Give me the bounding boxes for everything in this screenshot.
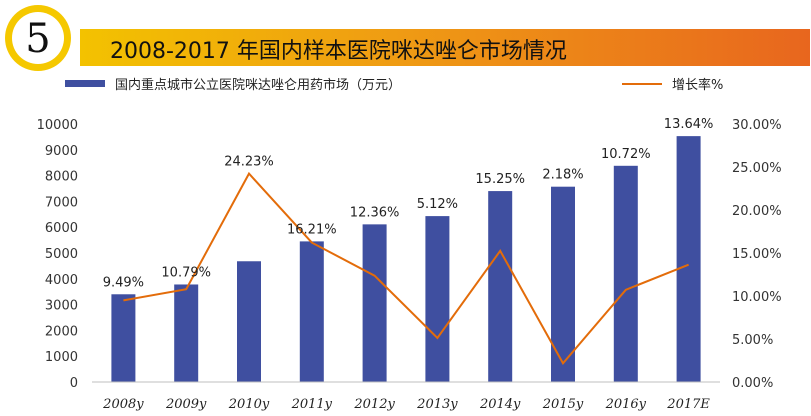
data-label: 10.79%: [161, 265, 211, 280]
growth-line: [123, 171, 689, 365]
left-tick-label: 9000: [45, 144, 78, 159]
left-tick-label: 2000: [45, 324, 78, 339]
bar: [111, 294, 136, 382]
badge-number: 5: [25, 16, 50, 62]
right-tick-label: 15.00%: [732, 247, 782, 262]
bar: [488, 191, 513, 382]
left-tick-label: 0: [70, 376, 78, 391]
category-label: 2008y: [102, 397, 144, 412]
legend-bar-swatch: [65, 80, 105, 87]
right-tick-label: 0.00%: [732, 376, 773, 391]
category-label: 2017E: [666, 397, 710, 412]
category-label: 2013y: [416, 397, 458, 412]
right-tick-label: 25.00%: [732, 161, 782, 176]
data-label: 24.23%: [224, 155, 274, 170]
category-label: 2014y: [479, 397, 521, 412]
x-axis: 2008y 2009y 2010y 2011y 2012y 2013y 2014y 2015y…: [92, 381, 720, 412]
chart-area: 国内重点城市公立医院咪达唑仑用药市场（万元） 增长率% 9.49% 10.79% 2…: [37, 77, 782, 412]
left-axis: 0 1000 2000 3000 4000 5000 6000 7000 8000 9000 100…: [37, 118, 78, 391]
right-tick-label: 30.00%: [732, 118, 782, 133]
right-tick-label: 5.00%: [732, 333, 773, 348]
bar: [676, 136, 701, 382]
category-label: 2015y: [542, 397, 584, 412]
bar: [174, 284, 199, 382]
category-label: 2009y: [165, 397, 207, 412]
right-axis: 0.00% 5.00% 10.00% 15.00% 20.00% 25.00% 30.00%: [732, 118, 782, 391]
left-tick-label: 1000: [45, 350, 78, 365]
badge-inner-circle: [12, 12, 64, 64]
data-label: 10.72%: [601, 147, 651, 162]
data-label: 12.36%: [350, 205, 400, 220]
left-tick-label: 7000: [45, 195, 78, 210]
category-label: 2010y: [228, 397, 270, 412]
right-tick-label: 10.00%: [732, 290, 782, 305]
right-tick-label: 20.00%: [732, 204, 782, 219]
data-label: 2.18%: [542, 168, 583, 183]
left-tick-label: 10000: [37, 118, 78, 133]
bar-series: [111, 136, 701, 382]
left-tick-label: 3000: [45, 299, 78, 314]
left-tick-label: 8000: [45, 170, 78, 185]
legend-line-label: 增长率%: [672, 77, 723, 93]
bar: [425, 216, 450, 382]
left-tick-label: 5000: [45, 247, 78, 262]
title-bar: 2008-2017 年国内样本医院咪达唑仑市场情况: [80, 29, 810, 66]
data-labels: 9.49% 10.79% 24.23% 16.21% 12.36% 5.12% 15.25%…: [103, 117, 714, 290]
category-label: 2016y: [605, 397, 647, 412]
line-series: [123, 171, 689, 365]
left-tick-label: 6000: [45, 221, 78, 236]
data-label: 9.49%: [103, 275, 144, 290]
bar: [237, 261, 261, 382]
category-label: 2011y: [291, 397, 333, 412]
number-badge: 5: [5, 5, 71, 71]
data-label: 15.25%: [475, 172, 525, 187]
left-tick-label: 4000: [45, 273, 78, 288]
bar: [362, 224, 387, 382]
bar: [299, 241, 324, 382]
category-label: 2012y: [353, 397, 395, 412]
chart-title: 2008-2017 年国内样本医院咪达唑仑市场情况: [110, 39, 567, 64]
data-label: 16.21%: [287, 222, 337, 237]
legend-bar-label: 国内重点城市公立医院咪达唑仑用药市场（万元）: [115, 77, 401, 93]
bar: [613, 165, 638, 382]
legend: 国内重点城市公立医院咪达唑仑用药市场（万元） 增长率%: [65, 77, 723, 93]
data-label: 13.64%: [664, 117, 714, 132]
data-label: 5.12%: [417, 197, 458, 212]
